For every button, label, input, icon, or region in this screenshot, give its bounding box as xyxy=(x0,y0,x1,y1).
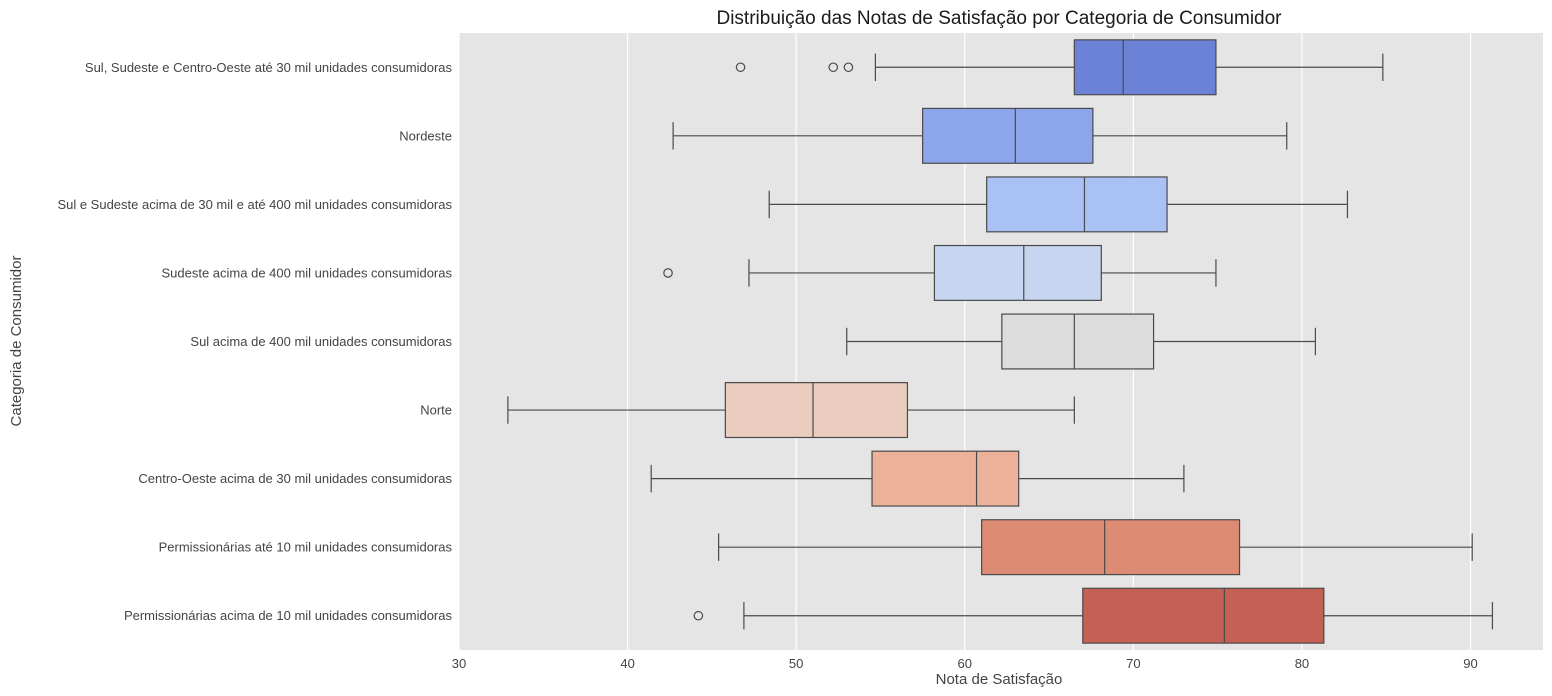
outlier-point xyxy=(693,610,704,621)
iqr-box xyxy=(922,107,1094,164)
iqr-box xyxy=(1001,313,1155,370)
box-group xyxy=(718,519,1473,576)
box-group xyxy=(672,107,1288,164)
y-tick-label: Sul acima de 400 mil unidades consumidor… xyxy=(190,334,452,349)
box-group xyxy=(663,244,1217,301)
y-tick-label: Nordeste xyxy=(399,128,452,143)
iqr-box xyxy=(1073,39,1217,96)
x-tick-label: 40 xyxy=(620,656,634,671)
outlier-point xyxy=(843,62,854,73)
outlier-point xyxy=(828,62,839,73)
box-group xyxy=(846,313,1317,370)
y-tick-label: Permissionárias acima de 10 mil unidades… xyxy=(124,608,453,623)
iqr-box xyxy=(933,244,1102,301)
boxes xyxy=(507,39,1494,644)
x-axis-label: Nota de Satisfação xyxy=(936,671,1063,688)
y-tick-label: Norte xyxy=(420,403,452,418)
box-group xyxy=(693,587,1494,644)
box-group xyxy=(768,176,1349,233)
x-tick-label: 50 xyxy=(789,656,803,671)
x-tick-labels: 30 40 50 60 70 80 90 xyxy=(452,656,1478,671)
y-tick-labels: Sul, Sudeste e Centro-Oeste até 30 mil u… xyxy=(57,60,452,623)
y-tick-label: Sul e Sudeste acima de 30 mil e até 400 … xyxy=(57,197,452,212)
iqr-box xyxy=(981,519,1241,576)
x-tick-label: 30 xyxy=(452,656,466,671)
iqr-box xyxy=(871,450,1020,507)
box-group xyxy=(507,382,1075,439)
iqr-box xyxy=(1082,587,1325,644)
iqr-box xyxy=(724,382,909,439)
x-tick-label: 90 xyxy=(1463,656,1477,671)
x-tick-label: 70 xyxy=(1126,656,1140,671)
iqr-box xyxy=(986,176,1168,233)
y-tick-label: Centro-Oeste acima de 30 mil unidades co… xyxy=(138,471,452,486)
y-tick-label: Permissionárias até 10 mil unidades cons… xyxy=(159,540,453,555)
x-tick-label: 60 xyxy=(958,656,972,671)
y-axis-label: Categoria de Consumidor xyxy=(8,256,25,427)
box-group xyxy=(650,450,1185,507)
box-group xyxy=(735,39,1384,96)
outlier-point xyxy=(663,268,673,278)
x-tick-label: 80 xyxy=(1295,656,1309,671)
outlier-point xyxy=(735,62,746,73)
y-tick-label: Sul, Sudeste e Centro-Oeste até 30 mil u… xyxy=(85,60,453,75)
chart-title: Distribuição das Notas de Satisfação por… xyxy=(716,8,1282,29)
y-tick-label: Sudeste acima de 400 mil unidades consum… xyxy=(161,265,452,280)
